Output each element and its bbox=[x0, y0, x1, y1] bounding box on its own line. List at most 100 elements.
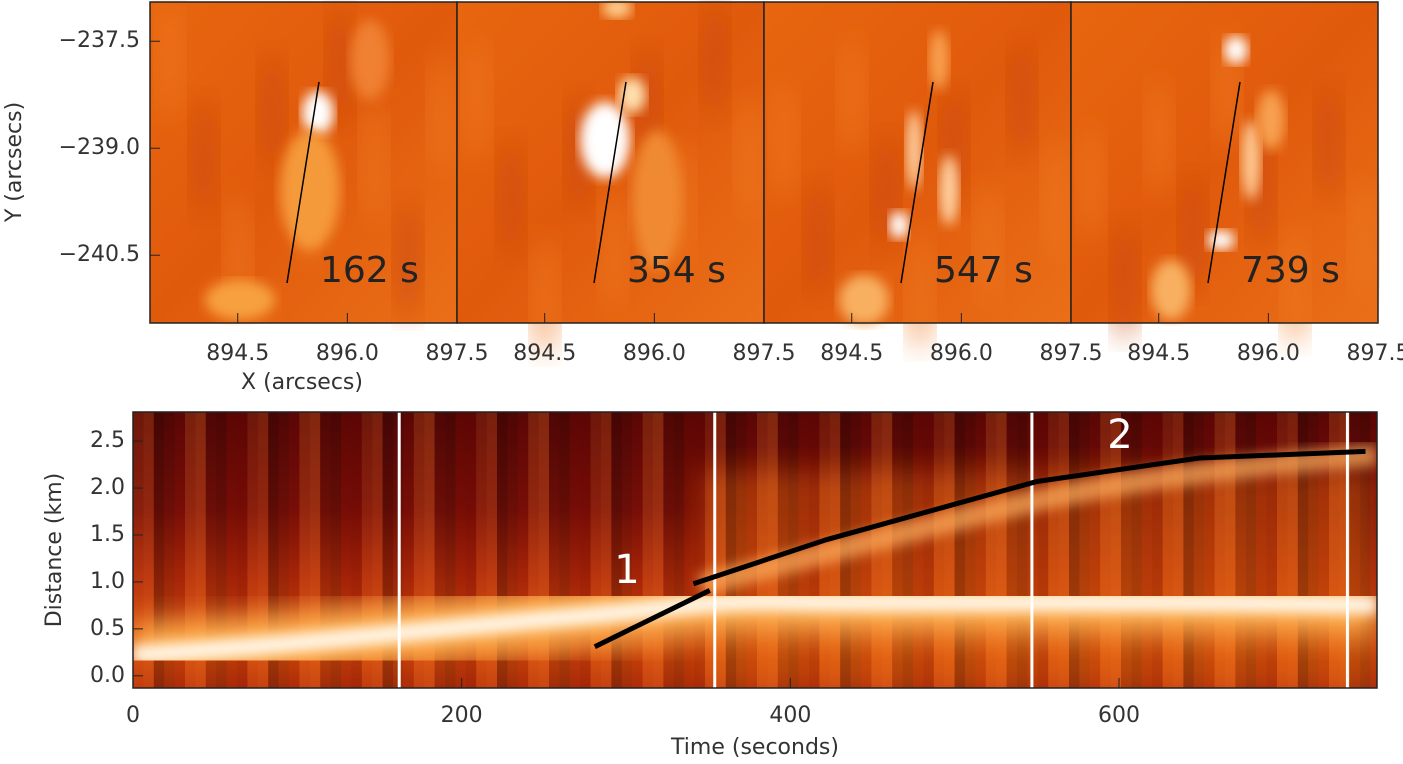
stripe bbox=[133, 412, 144, 688]
stripe bbox=[1079, 412, 1090, 688]
bright-feature bbox=[1207, 230, 1235, 250]
y-tick-label: −239.0 bbox=[59, 135, 140, 160]
stripe bbox=[403, 412, 414, 688]
stripe bbox=[486, 412, 497, 688]
panel-label: 547 s bbox=[934, 250, 1033, 291]
stripe bbox=[1069, 412, 1080, 688]
texture bbox=[1281, 225, 1309, 345]
stripe bbox=[476, 412, 487, 688]
stripe bbox=[1318, 412, 1329, 688]
stripe bbox=[351, 412, 362, 688]
stripe bbox=[257, 412, 269, 688]
stripe bbox=[975, 412, 986, 688]
stripe bbox=[289, 412, 300, 688]
stripe bbox=[1152, 412, 1163, 688]
x-tick-label: 894.5 bbox=[1127, 341, 1190, 366]
fit-line bbox=[593, 588, 711, 649]
stripe bbox=[361, 412, 373, 688]
texture bbox=[1008, 41, 1036, 161]
stripe bbox=[1266, 412, 1277, 688]
stripe bbox=[694, 412, 705, 688]
stripe bbox=[1214, 412, 1225, 688]
texture bbox=[735, 97, 763, 217]
panel-label: 162 s bbox=[320, 250, 419, 291]
texture bbox=[838, 36, 866, 156]
stripe bbox=[1360, 412, 1371, 688]
x-tick-label: 0 bbox=[126, 703, 140, 728]
y-axis-title: Y (arcsecs) bbox=[2, 102, 27, 223]
stripe bbox=[985, 412, 997, 688]
stripe bbox=[725, 412, 737, 688]
x-tick-label: 896.0 bbox=[316, 341, 379, 366]
stripe bbox=[1121, 412, 1132, 688]
stripe bbox=[1037, 412, 1049, 688]
stripe bbox=[559, 412, 570, 688]
panel-label: 739 s bbox=[1241, 250, 1340, 291]
stripe bbox=[465, 412, 477, 688]
bright-feature bbox=[939, 155, 959, 225]
stripe bbox=[1204, 412, 1215, 688]
y-tick-label: 1.0 bbox=[90, 569, 125, 594]
stripe bbox=[372, 412, 383, 688]
annotation: 2 bbox=[1107, 412, 1132, 458]
stripe bbox=[1131, 412, 1142, 688]
x-tick-label: 894.5 bbox=[206, 341, 269, 366]
stripe bbox=[569, 412, 581, 688]
annotation: 1 bbox=[614, 547, 639, 593]
texture bbox=[599, 189, 627, 309]
texture bbox=[428, 56, 456, 176]
stripe bbox=[954, 412, 965, 688]
texture bbox=[463, 41, 491, 161]
stripe bbox=[1058, 412, 1069, 688]
stripe bbox=[705, 412, 716, 688]
x-tick-label: 600 bbox=[1098, 703, 1140, 728]
x-tick-label: 894.5 bbox=[513, 341, 576, 366]
x-axis-title: Time (seconds) bbox=[670, 735, 839, 760]
stripe bbox=[341, 412, 352, 688]
stripe bbox=[309, 412, 321, 688]
stripe bbox=[580, 412, 591, 688]
stripe bbox=[1100, 412, 1111, 688]
texture bbox=[531, 235, 559, 355]
stripe bbox=[205, 412, 217, 688]
stripe bbox=[1110, 412, 1121, 688]
stripe bbox=[1287, 412, 1298, 688]
texture bbox=[1349, 179, 1377, 299]
stripe bbox=[653, 412, 664, 688]
slit bbox=[900, 81, 934, 284]
stripe bbox=[1225, 412, 1236, 688]
stripe bbox=[913, 412, 924, 688]
stripe bbox=[767, 412, 778, 688]
bright-feature bbox=[929, 30, 949, 90]
bright-feature bbox=[205, 280, 275, 320]
stripe bbox=[1017, 412, 1028, 688]
stripe bbox=[216, 412, 227, 688]
stripe bbox=[1048, 412, 1059, 688]
stripe bbox=[507, 412, 518, 688]
stripe bbox=[1193, 412, 1205, 688]
slit bbox=[286, 81, 320, 284]
x-tick-label: 400 bbox=[769, 703, 811, 728]
stripe bbox=[1089, 412, 1101, 688]
y-tick-label: 0.5 bbox=[90, 616, 125, 641]
x-tick-label: 894.5 bbox=[820, 341, 883, 366]
texture bbox=[1179, 174, 1207, 294]
stripe bbox=[1162, 412, 1173, 688]
texture bbox=[906, 230, 934, 350]
stripe bbox=[1235, 412, 1246, 688]
texture bbox=[1042, 138, 1070, 258]
stripe bbox=[1297, 412, 1309, 688]
panel-frame bbox=[1070, 1, 1379, 324]
plot-frame bbox=[132, 411, 1378, 689]
bright-feature bbox=[839, 275, 889, 325]
x-tick-label: 897.5 bbox=[733, 341, 796, 366]
x-axis-title: X (arcsecs) bbox=[241, 370, 363, 395]
bright-feature bbox=[1224, 36, 1248, 64]
stripe bbox=[413, 412, 425, 688]
stripe bbox=[1173, 412, 1184, 688]
stripe bbox=[1329, 412, 1340, 688]
image-panel bbox=[457, 0, 764, 355]
stripe bbox=[164, 412, 175, 688]
texture bbox=[701, 0, 729, 120]
y-tick-label: −240.5 bbox=[59, 242, 140, 267]
